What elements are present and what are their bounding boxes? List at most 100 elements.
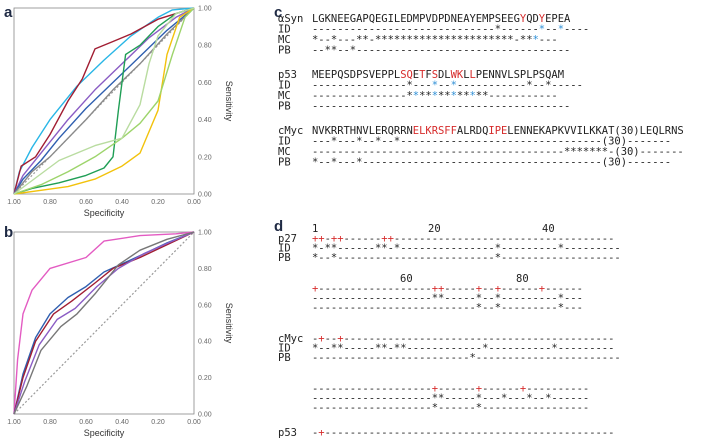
y-tick-label: 0.00 (198, 412, 212, 419)
sequence-char: - (375, 45, 381, 57)
row-label: ID (278, 243, 291, 255)
sequence-char: - (432, 343, 438, 355)
sequence-char: - (589, 136, 595, 148)
sequence-char: - (444, 80, 450, 92)
sequence-char: - (520, 157, 526, 169)
sequence-char: - (526, 45, 532, 57)
sequence-char: * (570, 146, 576, 158)
sequence-char: - (312, 101, 318, 113)
sequence-char: - (362, 383, 368, 395)
sequence-char: - (514, 383, 520, 395)
sequence-char: - (514, 157, 520, 169)
sequence-char: - (407, 243, 413, 255)
sequence-char: S (438, 125, 444, 137)
sequence-char: V (369, 69, 376, 81)
sequence-char: - (375, 383, 381, 395)
sequence-char: - (344, 293, 350, 305)
sequence-char: - (451, 45, 457, 57)
sequence-char: - (583, 333, 589, 345)
sequence-char: - (526, 427, 532, 439)
sequence-char: * (444, 34, 450, 46)
sequence-char: - (318, 343, 324, 355)
sequence-char: S (344, 69, 350, 81)
sequence-char: * (394, 34, 400, 46)
sequence-char: - (312, 302, 318, 314)
sequence-char: - (602, 243, 608, 255)
sequence-char: - (419, 252, 425, 264)
y-tick-label: 0.80 (198, 266, 212, 273)
sequence-char: - (570, 80, 576, 92)
sequence-char: * (388, 34, 394, 46)
sequence-char: * (526, 34, 532, 46)
sequence-char: - (570, 352, 576, 364)
sequence-char: ( (614, 125, 620, 137)
sequence-char: - (407, 383, 413, 395)
sequence-char: - (545, 24, 551, 36)
sequence-char: - (451, 383, 457, 395)
sequence-char: - (318, 252, 324, 264)
sequence-char: - (545, 136, 551, 148)
sequence-char: - (438, 233, 444, 245)
sequence-char: P (356, 69, 362, 81)
sequence-char: L (419, 125, 425, 137)
sequence-char: - (545, 352, 551, 364)
sequence-char: - (344, 283, 350, 295)
sequence-char: - (419, 157, 425, 169)
sequence-char: * (495, 243, 501, 255)
sequence-char: - (463, 383, 469, 395)
sequence-char: - (331, 24, 337, 36)
sequence-char: + (331, 233, 337, 245)
sequence-char: - (608, 146, 614, 158)
sequence-char: + (337, 333, 343, 345)
sequence-char: - (507, 393, 513, 405)
sequence-char: S (677, 125, 683, 137)
sequence-char: - (457, 352, 463, 364)
sequence-char: - (375, 293, 381, 305)
sequence-char: - (507, 402, 513, 414)
sequence-char: - (413, 427, 419, 439)
sequence-char: - (488, 45, 494, 57)
sequence-char: * (507, 34, 513, 46)
sequence-char: - (432, 45, 438, 57)
sequence-char: * (331, 343, 337, 355)
sequence-char: - (514, 233, 520, 245)
sequence-char: - (551, 393, 557, 405)
sequence-char: * (407, 90, 413, 102)
sequence-char: - (602, 343, 608, 355)
sequence-char: L (526, 69, 532, 81)
sequence-char: - (533, 383, 539, 395)
sequence-char: - (596, 157, 602, 169)
sequence-char: - (362, 101, 368, 113)
sequence-char: - (640, 136, 646, 148)
sequence-char: * (432, 393, 438, 405)
sequence-char: - (362, 252, 368, 264)
sequence-char: - (577, 393, 583, 405)
sequence-char: - (526, 136, 532, 148)
sequence-char: - (388, 24, 394, 36)
sequence-char: - (659, 136, 665, 148)
sequence-char: - (583, 383, 589, 395)
sequence-char: - (470, 252, 476, 264)
sequence-char: - (350, 383, 356, 395)
sequence-char: + (318, 233, 324, 245)
sequence-char: L (507, 69, 513, 81)
sequence-char: * (312, 34, 318, 46)
sequence-char: * (432, 90, 438, 102)
position-number: 60 (400, 273, 413, 285)
sequence-char: - (551, 90, 557, 102)
sequence-char: F (451, 125, 457, 137)
sequence-char: - (388, 157, 394, 169)
sequence-row: MEEPQSDPSVEPPLSQETFSDLWKLLPENNVLSPLPSQAM (312, 69, 564, 81)
sequence-char: - (388, 293, 394, 305)
roc-line-gray (13, 7, 195, 195)
sequence-char: - (463, 80, 469, 92)
sequence-char: - (533, 90, 539, 102)
sequence-char: - (432, 136, 438, 148)
sequence-char: G (514, 13, 520, 25)
sequence-char: - (407, 333, 413, 345)
sequence-char: - (350, 427, 356, 439)
sequence-char: - (570, 283, 576, 295)
sequence-char: - (400, 233, 406, 245)
sequence-char: - (463, 136, 469, 148)
sequence-char: - (325, 393, 331, 405)
